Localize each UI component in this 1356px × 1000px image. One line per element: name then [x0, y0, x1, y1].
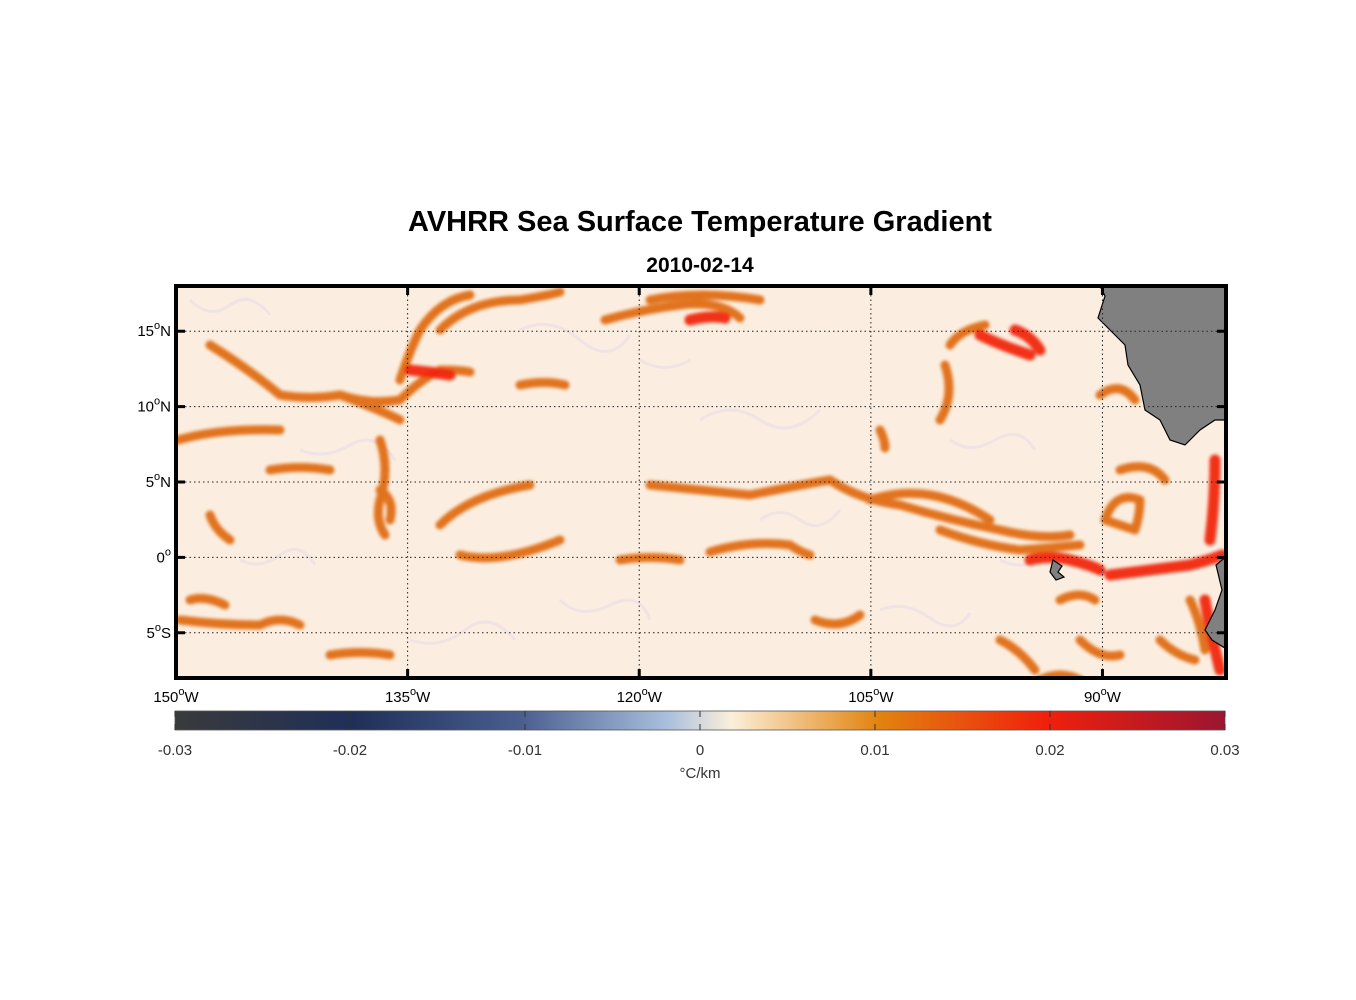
lat-tick-label: 5oN — [146, 471, 171, 491]
colorbar: -0.03 -0.02 -0.01 0 0.01 0.02 0.03 °C/km — [158, 710, 1240, 782]
colorbar-tick-label: -0.02 — [333, 742, 367, 759]
lon-tick-label: 105oW — [848, 686, 894, 706]
colorbar-tick-label: 0.03 — [1210, 742, 1239, 759]
map-panel: 150oW 135oW 120oW 105oW 90oW 15oN 10oN 5oN 0o 5oS — [137, 284, 1228, 706]
colorbar-tick-label: 0 — [696, 742, 704, 759]
ocean-background — [176, 286, 1226, 678]
lon-tick-label: 90oW — [1084, 686, 1122, 706]
lat-tick-label: 0o — [157, 546, 171, 566]
land-galapagos — [1049, 559, 1066, 581]
colorbar-tick-label: -0.03 — [158, 742, 192, 759]
gradient-fronts — [176, 287, 1226, 678]
faint-gradient-texture — [188, 297, 1041, 645]
colorbar-tick-label: 0.02 — [1035, 742, 1064, 759]
map-subtitle: 2010-02-14 — [646, 254, 754, 277]
colorbar-tick-label: 0.01 — [860, 742, 889, 759]
map-title: AVHRR Sea Surface Temperature Gradient — [408, 206, 992, 238]
lat-tick-label: 15oN — [137, 320, 171, 340]
map-ticks: 150oW 135oW 120oW 105oW 90oW 15oN 10oN 5oN 0o 5oS — [137, 286, 1226, 706]
land-masses — [897, 286, 1226, 650]
colorbar-ticks: -0.03 -0.02 -0.01 0 0.01 0.02 0.03 — [158, 711, 1240, 759]
lon-tick-label: 135oW — [385, 686, 431, 706]
colorbar-tick-label: -0.01 — [508, 742, 542, 759]
colorbar-label: °C/km — [680, 765, 721, 782]
lat-tick-label: 10oN — [137, 396, 171, 416]
lon-tick-label: 120oW — [617, 686, 663, 706]
lat-tick-label: 5oS — [147, 622, 171, 642]
land-central-america — [897, 286, 1226, 446]
lon-tick-label: 150oW — [153, 686, 199, 706]
